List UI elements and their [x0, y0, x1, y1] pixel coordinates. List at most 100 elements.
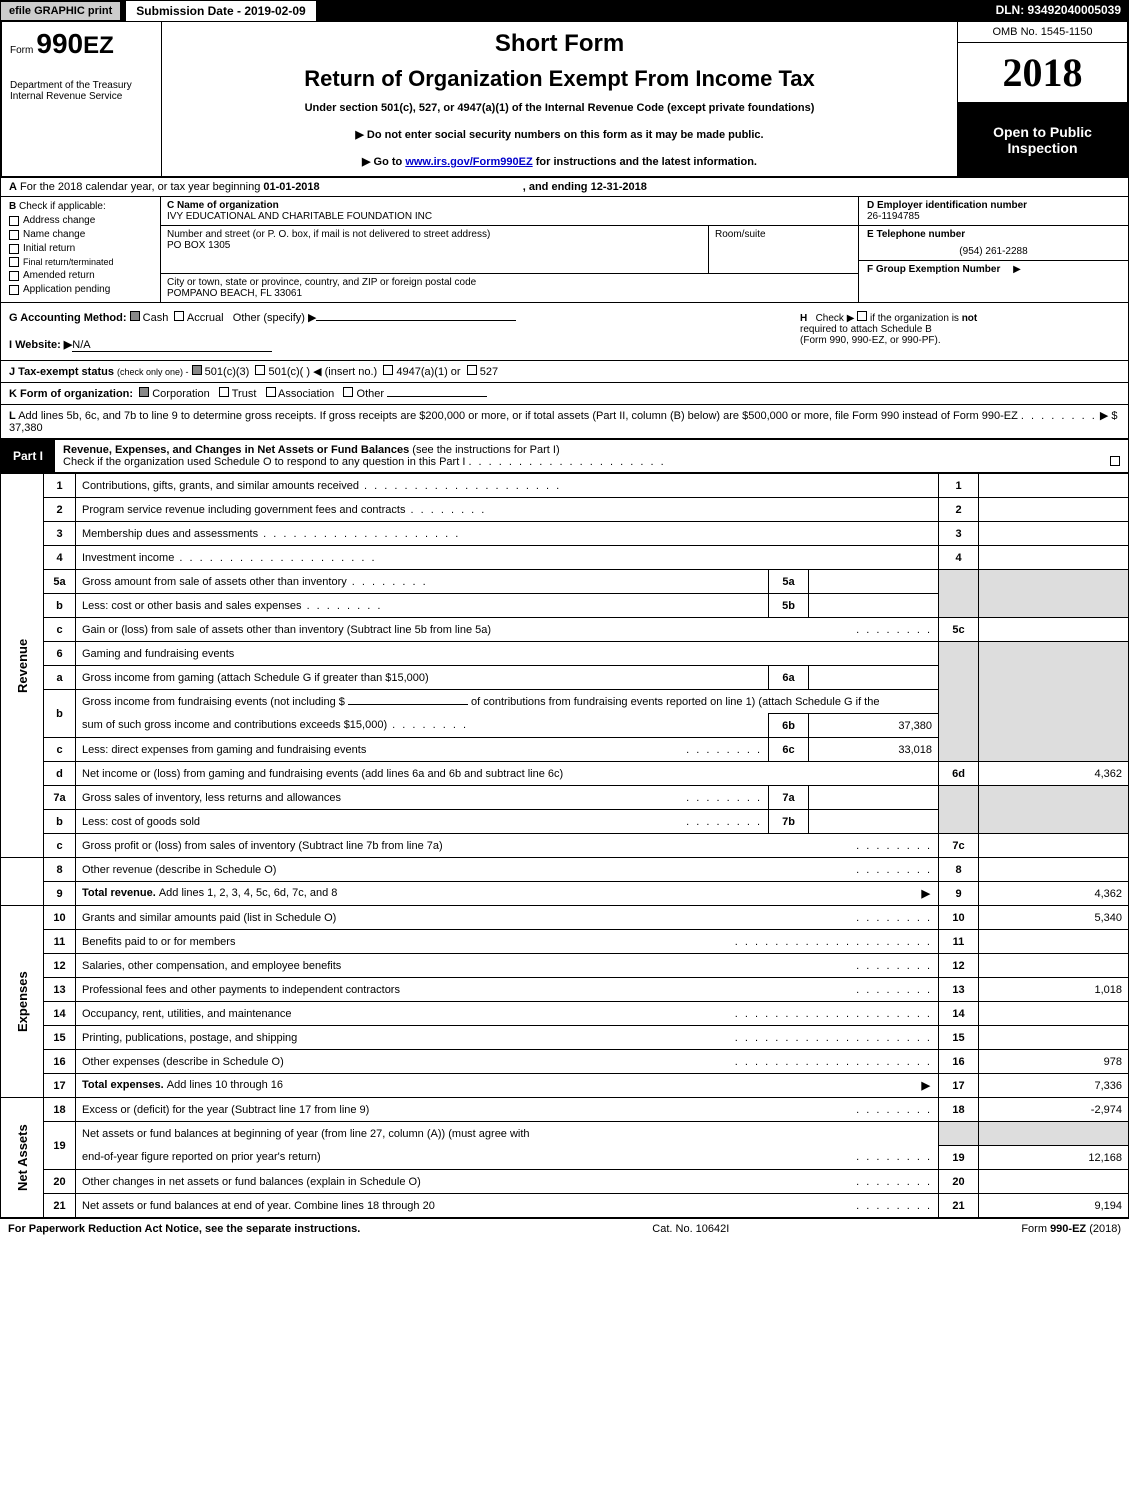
line-ref: 3 [939, 522, 979, 546]
sub-value [809, 786, 939, 810]
return-title: Return of Organization Exempt From Incom… [170, 66, 949, 92]
line-ref: 18 [939, 1098, 979, 1122]
dots [735, 1056, 932, 1068]
chk-initial-return[interactable]: Initial return [9, 243, 152, 254]
phone-value: (954) 261-2288 [867, 246, 1120, 257]
checkbox-icon[interactable] [192, 365, 202, 375]
dots [302, 600, 383, 612]
footer-right: Form 990-EZ (2018) [1021, 1223, 1121, 1235]
line-desc: Salaries, other compensation, and employ… [82, 960, 341, 972]
line-13: 13 Professional fees and other payments … [1, 978, 1129, 1002]
line-6d: d Net income or (loss) from gaming and f… [1, 762, 1129, 786]
part1-title: Revenue, Expenses, and Changes in Net As… [55, 440, 1128, 472]
line-2: 2 Program service revenue including gove… [1, 498, 1129, 522]
line-desc: Membership dues and assessments [82, 528, 258, 540]
dots [856, 912, 932, 924]
line-ref: 1 [939, 474, 979, 498]
line-desc: Other revenue (describe in Schedule O) [82, 864, 276, 876]
row-a: A For the 2018 calendar year, or tax yea… [0, 178, 1129, 197]
line-num: b [44, 810, 76, 834]
row-gh: G Accounting Method: Cash Accrual Other … [0, 303, 1129, 361]
line-desc: Gross profit or (loss) from sales of inv… [82, 840, 443, 852]
checkbox-icon[interactable] [857, 311, 867, 321]
chk-final-return[interactable]: Final return/terminated [9, 257, 152, 267]
chk-address-change[interactable]: Address change [9, 215, 152, 226]
line-value [979, 522, 1129, 546]
netassets-side-label: Net Assets [1, 1098, 44, 1218]
checkbox-icon [9, 271, 19, 281]
part1-label: Part I [1, 445, 55, 467]
line-value [979, 930, 1129, 954]
expenses-side-label: Expenses [1, 906, 44, 1098]
checkbox-icon[interactable] [219, 387, 229, 397]
line-value [979, 498, 1129, 522]
checkbox-icon [9, 285, 19, 295]
checkbox-icon[interactable] [130, 311, 140, 321]
checkbox-icon[interactable] [255, 365, 265, 375]
dots [359, 480, 561, 492]
col-b-label: B [9, 201, 16, 212]
dots [686, 792, 762, 804]
line-12: 12 Salaries, other compensation, and emp… [1, 954, 1129, 978]
dots [686, 816, 762, 828]
fundraising-input[interactable] [348, 704, 468, 705]
l-text: Add lines 5b, 6c, and 7b to line 9 to de… [18, 410, 1018, 422]
g-accrual: Accrual [187, 312, 224, 324]
line-ref: 15 [939, 1026, 979, 1050]
line-6: 6 Gaming and fundraising events [1, 642, 1129, 666]
line-15: 15 Printing, publications, postage, and … [1, 1026, 1129, 1050]
checkbox-icon[interactable] [266, 387, 276, 397]
shaded-cell [939, 786, 979, 834]
line-num: 10 [44, 906, 76, 930]
tax-year-begin: 01-01-2018 [263, 181, 319, 193]
checkbox-icon[interactable] [1110, 456, 1120, 466]
shaded-cell [979, 570, 1129, 618]
checkbox-icon[interactable] [139, 387, 149, 397]
website-value: N/A [72, 339, 272, 352]
footer-form-pre: Form [1021, 1223, 1050, 1235]
footer-catalog: Cat. No. 10642I [652, 1223, 729, 1235]
line-num: b [44, 690, 76, 738]
line-ref: 16 [939, 1050, 979, 1074]
line-ref: 2 [939, 498, 979, 522]
line-11: 11 Benefits paid to or for members 11 [1, 930, 1129, 954]
line-ref: 11 [939, 930, 979, 954]
short-form-title: Short Form [170, 30, 949, 58]
line-desc: Benefits paid to or for members [82, 936, 235, 948]
dots [856, 984, 932, 996]
line-19-2: end-of-year figure reported on prior yea… [1, 1146, 1129, 1170]
goto-pre: Go to [374, 156, 406, 168]
row-l: L Add lines 5b, 6c, and 7b to line 9 to … [0, 405, 1129, 439]
part1-check-text: Check if the organization used Schedule … [63, 456, 465, 468]
line-ref: 4 [939, 546, 979, 570]
line-num: 21 [44, 1194, 76, 1218]
line-num: 6 [44, 642, 76, 666]
line-value [979, 1002, 1129, 1026]
checkbox-icon[interactable] [467, 365, 477, 375]
dots [856, 960, 932, 972]
efile-print-button[interactable]: efile GRAPHIC print [0, 1, 121, 21]
goto-text: Go to www.irs.gov/Form990EZ for instruct… [170, 155, 949, 168]
line-desc: Gross income from gaming (attach Schedul… [76, 666, 769, 690]
checkbox-icon[interactable] [383, 365, 393, 375]
g-other-input[interactable] [316, 320, 516, 321]
checkbox-icon[interactable] [174, 311, 184, 321]
chk-name-change[interactable]: Name change [9, 229, 152, 240]
dots [856, 1176, 932, 1188]
k-other-input[interactable] [387, 396, 487, 397]
part1-header: Part I Revenue, Expenses, and Changes in… [0, 439, 1129, 473]
line-desc: Net assets or fund balances at end of ye… [82, 1200, 435, 1212]
h-text3: (Form 990, 990-EZ, or 990-PF). [800, 335, 1120, 346]
j-label: J Tax-exempt status [9, 366, 114, 378]
line-num: 2 [44, 498, 76, 522]
h-not: not [962, 313, 978, 324]
chk-amended-return[interactable]: Amended return [9, 270, 152, 281]
line-16: 16 Other expenses (describe in Schedule … [1, 1050, 1129, 1074]
chk-label: Final return/terminated [23, 257, 114, 267]
chk-application-pending[interactable]: Application pending [9, 284, 152, 295]
section-bcdef: B Check if applicable: Address change Na… [0, 197, 1129, 303]
irs-link[interactable]: www.irs.gov/Form990EZ [405, 156, 532, 168]
checkbox-icon[interactable] [343, 387, 353, 397]
g-cash: Cash [143, 312, 169, 324]
line-value: 7,336 [979, 1074, 1129, 1098]
